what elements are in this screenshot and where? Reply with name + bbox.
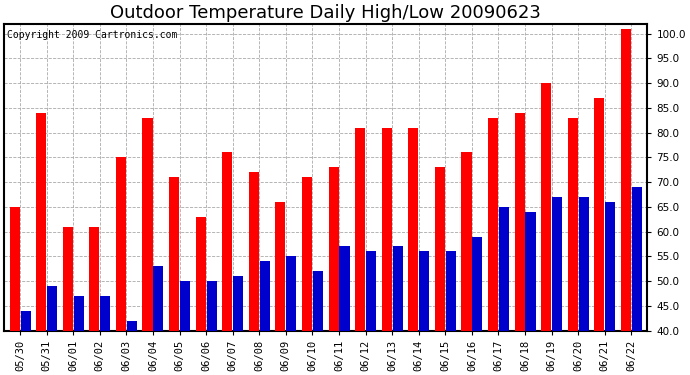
Bar — [393, 246, 403, 330]
Title: Outdoor Temperature Daily High/Low 20090623: Outdoor Temperature Daily High/Low 20090… — [110, 4, 541, 22]
Bar — [196, 217, 206, 330]
Bar — [222, 152, 233, 330]
Bar — [21, 311, 30, 330]
Bar — [169, 177, 179, 330]
Bar — [594, 98, 604, 330]
Bar — [621, 28, 631, 330]
Bar — [100, 296, 110, 330]
Bar — [568, 118, 578, 330]
Bar — [499, 207, 509, 330]
Bar — [47, 286, 57, 330]
Bar — [552, 197, 562, 330]
Bar — [153, 266, 164, 330]
Bar — [472, 237, 482, 330]
Bar — [419, 251, 429, 330]
Bar — [180, 281, 190, 330]
Bar — [275, 202, 286, 330]
Bar — [328, 167, 339, 330]
Bar — [446, 251, 456, 330]
Bar — [515, 113, 524, 330]
Bar — [313, 271, 323, 330]
Bar — [632, 187, 642, 330]
Text: Copyright 2009 Cartronics.com: Copyright 2009 Cartronics.com — [8, 30, 178, 40]
Bar — [408, 128, 418, 330]
Bar — [339, 246, 350, 330]
Bar — [10, 207, 20, 330]
Bar — [488, 118, 498, 330]
Bar — [259, 261, 270, 330]
Bar — [233, 276, 243, 330]
Bar — [579, 197, 589, 330]
Bar — [249, 172, 259, 330]
Bar — [541, 83, 551, 330]
Bar — [366, 251, 376, 330]
Bar — [605, 202, 615, 330]
Bar — [74, 296, 83, 330]
Bar — [435, 167, 445, 330]
Bar — [206, 281, 217, 330]
Bar — [63, 226, 73, 330]
Bar — [116, 158, 126, 330]
Bar — [89, 226, 99, 330]
Bar — [286, 256, 297, 330]
Bar — [127, 321, 137, 330]
Bar — [526, 212, 535, 330]
Bar — [302, 177, 312, 330]
Bar — [355, 128, 365, 330]
Bar — [462, 152, 471, 330]
Bar — [382, 128, 392, 330]
Bar — [36, 113, 46, 330]
Bar — [143, 118, 152, 330]
